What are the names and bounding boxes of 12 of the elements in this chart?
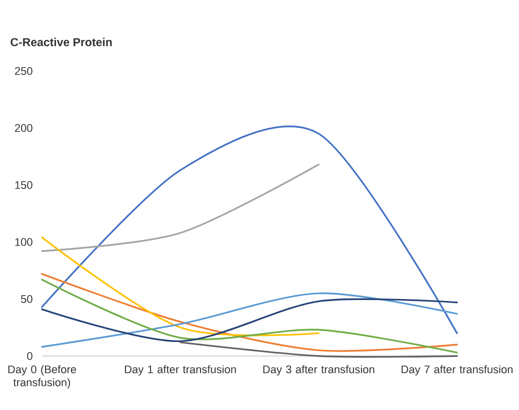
y-tick-label: 200 [14, 124, 32, 132]
x-tick-label: Day 0 (Before transfusion) [8, 365, 76, 388]
line-series [41, 292, 458, 348]
y-tick-label: 250 [14, 67, 32, 75]
y-tick-label: 0 [27, 352, 32, 360]
y-tick-label: 100 [15, 238, 32, 246]
y-tick-label: 50 [21, 295, 32, 303]
x-tick-label: Day 7 after transfusion [402, 365, 513, 376]
x-tick-label: Day 1 after transfusion [124, 365, 236, 376]
y-tick-label: 150 [15, 181, 32, 189]
chart-title: C-Reactive Protein [10, 38, 112, 46]
x-tick-label: Day 3 after transfusion [263, 365, 374, 376]
